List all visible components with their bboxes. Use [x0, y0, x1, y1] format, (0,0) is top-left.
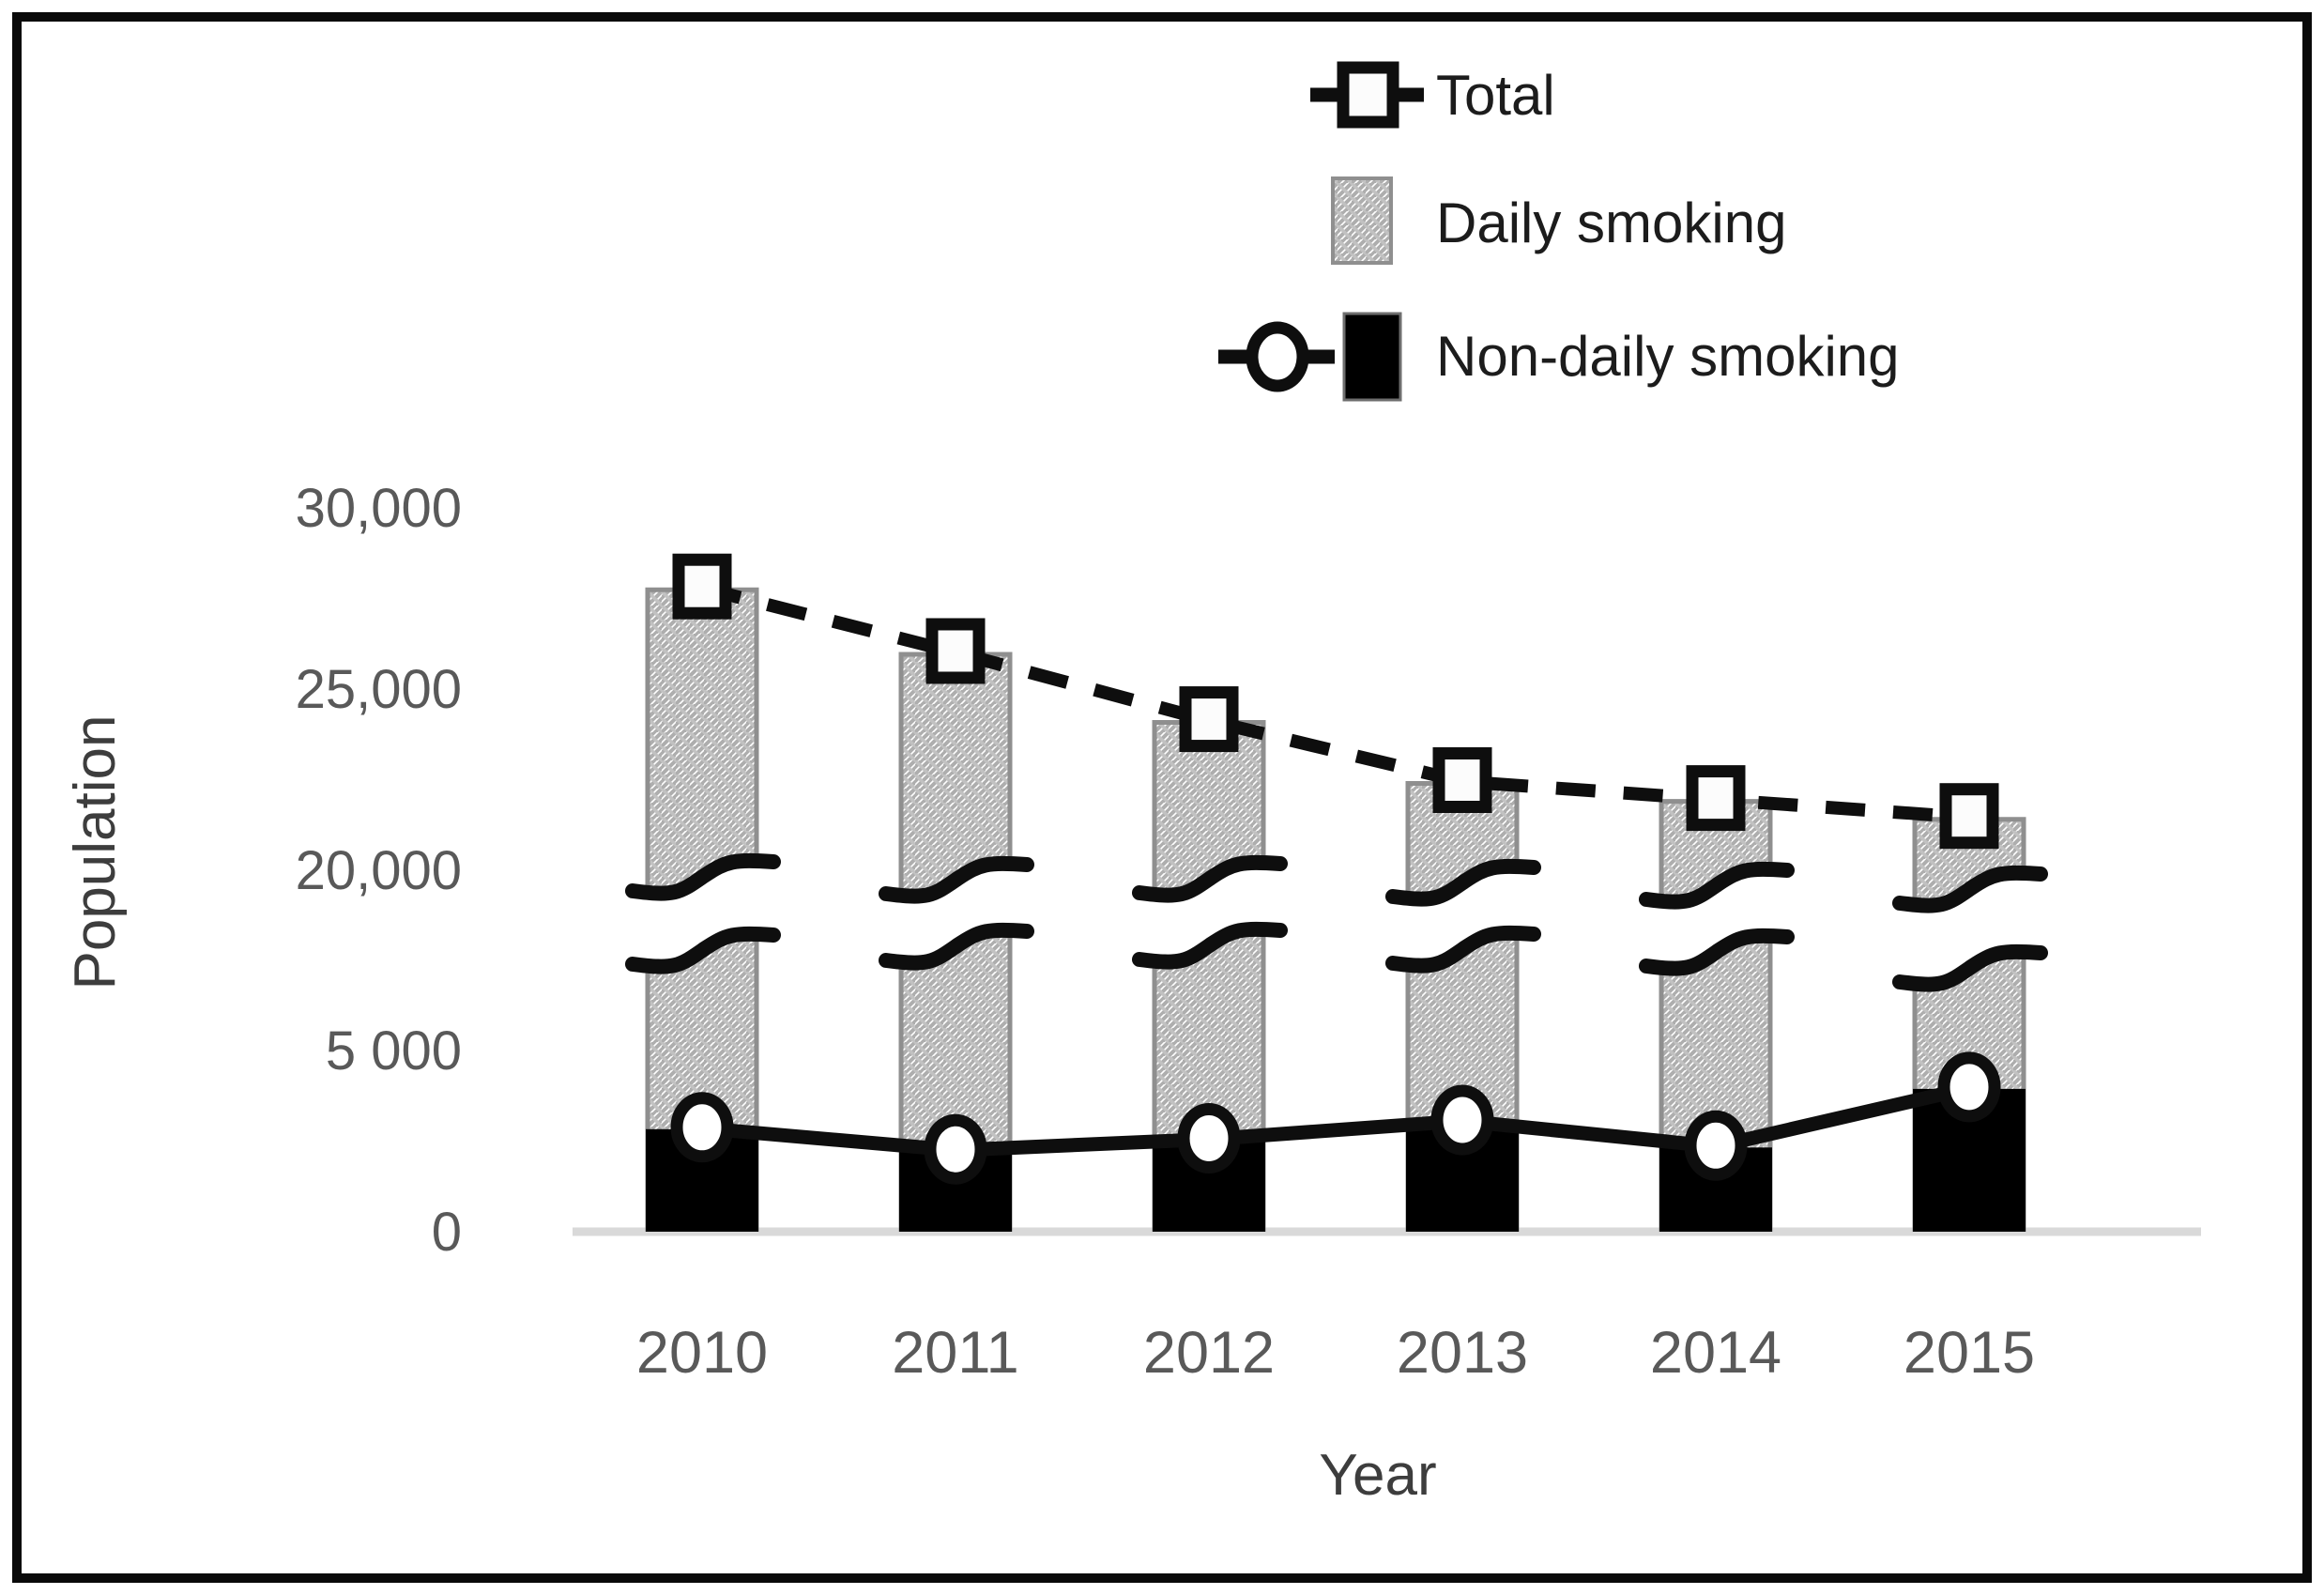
- axis-break-squiggle-icon: [625, 852, 781, 901]
- axis-break-squiggle-icon: [625, 926, 781, 974]
- axis-break-squiggle-icon: [1385, 858, 1541, 907]
- non-daily-line: [701, 1081, 1971, 1158]
- axis-break-squiggle-icon: [1132, 921, 1288, 970]
- x-tick-2013: 2013: [1397, 1320, 1528, 1386]
- hatched-swatch-icon: [1331, 176, 1393, 265]
- legend-label-daily-smoking: Daily smoking: [1436, 192, 1786, 254]
- x-tick-2015: 2015: [1904, 1320, 2035, 1386]
- bar-daily-upper-2012: [1153, 720, 1265, 896]
- x-tick-labels: 2010 2011 2012 2013 2014 2015: [636, 1320, 2035, 1386]
- marker-total-2012: [1179, 686, 1239, 753]
- axis-break-squiggle-icon: [879, 855, 1034, 904]
- marker-non-daily-2015: [1937, 1051, 2001, 1123]
- open-circle-marker-icon: [1246, 321, 1309, 392]
- marker-total-2014: [1686, 765, 1746, 832]
- open-square-marker-icon: [1337, 61, 1399, 129]
- marker-non-daily-2012: [1177, 1103, 1241, 1173]
- axis-break-squiggle-icon: [1892, 865, 2048, 913]
- y-tick-25000: 25,000: [296, 659, 462, 720]
- legend-label-non-daily-smoking: Non-daily smoking: [1436, 325, 1900, 388]
- y-tick-0: 0: [432, 1202, 462, 1263]
- plot-area: [625, 553, 2048, 1232]
- x-axis-title: Year: [1319, 1443, 1436, 1508]
- legend-label-total: Total: [1436, 64, 1555, 127]
- legend-item-total: Total: [1310, 61, 1555, 129]
- black-swatch-icon: [1342, 312, 1402, 402]
- y-tick-20000: 20,000: [296, 840, 462, 901]
- marker-total-2011: [925, 618, 986, 684]
- axis-break-squiggle-icon: [1132, 854, 1288, 903]
- x-tick-2010: 2010: [636, 1320, 768, 1386]
- legend-item-daily-smoking: Daily smoking: [1331, 176, 1786, 265]
- marker-total-2010: [672, 553, 732, 620]
- y-axis-title: Population: [63, 714, 128, 989]
- marker-total-2013: [1432, 747, 1492, 813]
- axis-break-squiggle-icon: [1639, 928, 1795, 976]
- marker-non-daily-2014: [1684, 1110, 1748, 1181]
- total-line: [700, 581, 1970, 824]
- bar-daily-upper-2010: [646, 588, 758, 894]
- axis-break-squiggle-icon: [1892, 943, 2048, 992]
- bar-daily-upper-2011: [899, 652, 1012, 897]
- axis-break-squiggle-icon: [1385, 925, 1541, 974]
- y-tick-30000: 30,000: [296, 478, 462, 539]
- legend: Total Daily smoking Non-daily smoking: [1218, 61, 1900, 402]
- x-tick-2014: 2014: [1650, 1320, 1781, 1386]
- x-tick-2011: 2011: [892, 1320, 1018, 1386]
- axis-break-squiggle-icon: [879, 922, 1034, 971]
- y-tick-5000: 5 000: [326, 1020, 462, 1081]
- marker-non-daily-2013: [1430, 1084, 1494, 1156]
- legend-item-non-daily-smoking: Non-daily smoking: [1218, 312, 1900, 402]
- figure-border: [12, 12, 2312, 1583]
- marker-total-2015: [1939, 783, 1999, 850]
- marker-non-daily-2010: [670, 1092, 734, 1163]
- marker-non-daily-2011: [924, 1113, 987, 1185]
- axis-break-squiggle-icon: [1639, 861, 1795, 910]
- x-tick-2012: 2012: [1143, 1320, 1275, 1386]
